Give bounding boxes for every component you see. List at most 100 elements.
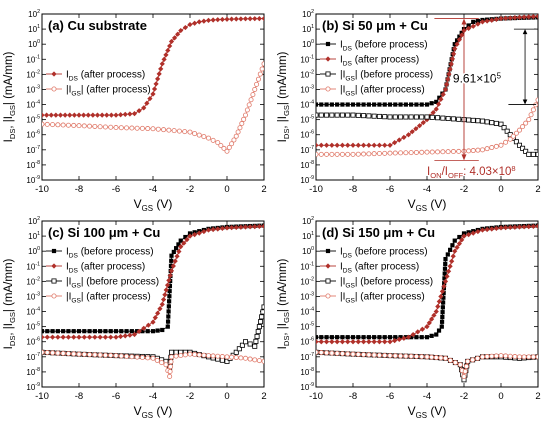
y-tick-label: 10-7	[300, 352, 314, 362]
data-point	[445, 268, 452, 274]
data-point	[256, 223, 262, 230]
data-point	[429, 354, 435, 360]
data-point	[470, 357, 476, 363]
data-point	[443, 261, 448, 266]
data-point	[215, 140, 221, 146]
legend: IDS (before process) IDS (after process) |…	[320, 247, 433, 305]
data-point	[236, 346, 242, 352]
data-point	[403, 335, 408, 340]
data-point	[503, 353, 509, 359]
data-point	[523, 120, 529, 126]
data-point	[318, 142, 324, 148]
data-point	[144, 100, 150, 106]
legend-label: IDS (after process)	[340, 262, 419, 275]
data-point	[155, 310, 161, 316]
y-tick-label: 10-5	[26, 115, 40, 125]
data-point	[520, 124, 526, 130]
data-point	[81, 351, 87, 357]
y-tick-label: 102	[302, 9, 314, 19]
data-point	[424, 114, 430, 120]
data-point	[439, 288, 446, 295]
panel-d: -10 -8 -6 -4 -2 0 2 10-9 10-8 10-7 10-6 10-5 10-4 10-…	[277, 216, 541, 420]
legend-marker	[325, 263, 331, 269]
data-point	[526, 151, 532, 157]
data-point	[155, 126, 161, 132]
data-point	[176, 242, 181, 247]
series-2	[316, 112, 538, 157]
data-point	[382, 142, 388, 148]
y-tick-label: 10-7	[26, 352, 40, 362]
x-tick-label: -6	[386, 391, 394, 402]
data-point	[127, 111, 133, 117]
data-point	[516, 14, 523, 20]
data-point	[436, 298, 442, 305]
data-point	[71, 334, 77, 340]
data-point	[426, 320, 432, 326]
data-point	[475, 147, 481, 153]
data-point	[503, 225, 509, 231]
data-point	[254, 81, 260, 87]
data-point	[371, 113, 377, 119]
data-point	[441, 283, 447, 289]
data-point	[145, 126, 151, 132]
data-point	[102, 352, 108, 358]
y-tick-label: 10-4	[300, 100, 314, 110]
data-point	[256, 324, 262, 330]
data-point	[168, 359, 174, 365]
data-point	[147, 96, 153, 102]
data-point	[87, 329, 92, 334]
data-point	[448, 247, 453, 252]
data-point	[261, 223, 264, 229]
data-point	[329, 142, 335, 148]
data-point	[219, 225, 225, 232]
data-point	[475, 21, 481, 27]
data-point	[393, 335, 398, 340]
data-point	[55, 329, 60, 334]
data-point	[259, 66, 264, 72]
data-point	[108, 112, 114, 118]
data-point	[450, 149, 456, 155]
x-tick-label: -8	[349, 184, 357, 195]
data-point	[239, 121, 245, 127]
data-point	[517, 127, 523, 133]
data-point	[50, 350, 56, 356]
y-tick-label: 100	[28, 39, 40, 49]
y-tick-label: 101	[28, 231, 40, 241]
data-point	[252, 224, 258, 230]
data-point	[224, 16, 230, 22]
data-point	[424, 354, 430, 360]
data-point	[192, 231, 198, 238]
data-point	[205, 227, 212, 233]
panel-a: -10 -8 -6 -4 -2 0 2 10-9 10-8 10-7 10-6 10-5 10-4 10-…	[3, 9, 267, 213]
data-point	[475, 118, 481, 124]
data-point	[440, 314, 445, 320]
data-point	[252, 86, 258, 92]
data-point	[470, 230, 476, 236]
data-point	[87, 352, 93, 358]
data-point	[441, 295, 446, 300]
data-point	[512, 224, 518, 230]
y-tick-label: 101	[302, 231, 314, 241]
data-point	[167, 289, 172, 294]
x-tick-label: -2	[186, 391, 194, 402]
data-point	[493, 353, 499, 359]
data-point	[162, 292, 168, 298]
y-tick-label: 100	[28, 246, 40, 256]
data-point	[350, 112, 356, 118]
data-point	[366, 335, 371, 340]
data-point	[235, 129, 241, 135]
y-tick-label: 100	[302, 39, 314, 49]
data-point	[507, 353, 513, 359]
data-point	[238, 224, 244, 230]
data-point	[108, 334, 114, 340]
data-point	[129, 354, 135, 360]
x-tick-label: -8	[75, 391, 83, 402]
data-point	[443, 256, 448, 262]
data-point	[131, 331, 138, 338]
data-point	[461, 231, 467, 236]
legend: IDS (before process) IDS (after process) |…	[320, 40, 433, 98]
x-tick-label: 2	[535, 184, 540, 195]
data-point	[178, 238, 183, 243]
data-point	[159, 61, 165, 67]
data-point	[382, 352, 388, 358]
